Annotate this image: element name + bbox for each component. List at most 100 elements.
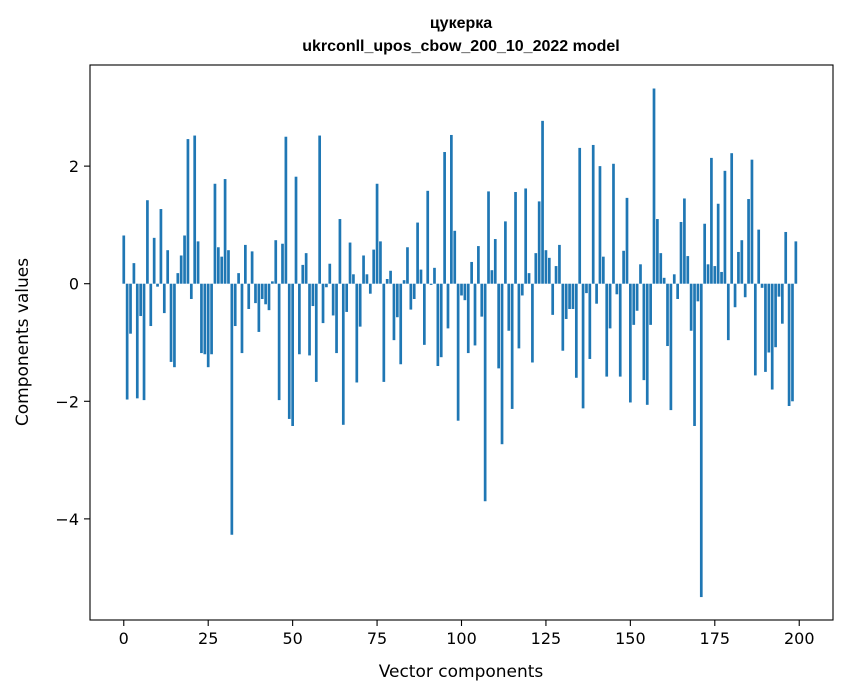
bar-8 xyxy=(149,283,153,327)
bar-165 xyxy=(679,221,683,284)
bar-190 xyxy=(764,283,767,372)
bar-1 xyxy=(125,283,129,400)
x-axis-label: Vector components xyxy=(379,662,544,682)
bar-14 xyxy=(169,283,173,362)
bar-38 xyxy=(250,251,254,284)
bar-195 xyxy=(780,283,784,324)
bar-145 xyxy=(612,163,615,284)
bar-162 xyxy=(669,283,673,411)
bar-31 xyxy=(227,250,230,284)
x-tick-label: 175 xyxy=(700,629,731,648)
bar-127 xyxy=(551,283,555,315)
bar-2 xyxy=(129,283,132,334)
bars-group xyxy=(122,88,798,598)
bar-84 xyxy=(406,247,409,284)
x-tick-label: 75 xyxy=(367,629,387,648)
bar-3 xyxy=(132,263,136,284)
bar-176 xyxy=(716,203,720,284)
bar-9 xyxy=(152,237,156,284)
bar-163 xyxy=(672,274,676,284)
bar-121 xyxy=(531,283,534,363)
bar-76 xyxy=(379,241,382,284)
bar-129 xyxy=(558,244,561,284)
bar-78 xyxy=(385,279,389,284)
bar-161 xyxy=(666,283,669,347)
bar-116 xyxy=(514,191,517,284)
bar-170 xyxy=(696,283,700,302)
bar-19 xyxy=(186,139,190,284)
bar-177 xyxy=(720,271,723,284)
bar-64 xyxy=(338,219,342,284)
bar-56 xyxy=(311,283,315,307)
bar-117 xyxy=(517,283,521,349)
bar-118 xyxy=(520,283,524,296)
bar-52 xyxy=(298,283,301,355)
bar-57 xyxy=(314,283,318,382)
bar-54 xyxy=(304,253,308,284)
x-tick-label: 25 xyxy=(198,629,218,648)
bar-75 xyxy=(375,183,379,284)
bar-20 xyxy=(189,283,193,299)
x-tick-label: 100 xyxy=(446,629,477,648)
bar-102 xyxy=(466,283,470,354)
bar-86 xyxy=(412,283,416,299)
bar-182 xyxy=(737,251,740,284)
bar-100 xyxy=(460,283,463,296)
bar-159 xyxy=(659,253,663,284)
bar-49 xyxy=(287,283,291,419)
bar-109 xyxy=(490,270,494,284)
bar-24 xyxy=(203,283,207,355)
bar-169 xyxy=(693,283,696,426)
chart-title-line1: цукерка xyxy=(430,15,492,32)
bar-65 xyxy=(341,283,345,425)
bar-160 xyxy=(662,277,666,284)
bar-180 xyxy=(730,153,734,284)
bar-32 xyxy=(230,283,234,535)
bar-168 xyxy=(689,283,693,331)
bar-41 xyxy=(260,283,264,299)
bar-171 xyxy=(699,283,703,598)
bar-178 xyxy=(723,170,727,284)
bar-122 xyxy=(534,253,538,284)
bar-173 xyxy=(706,264,710,284)
bar-80 xyxy=(392,283,396,341)
bar-139 xyxy=(591,144,595,284)
bar-149 xyxy=(625,197,629,284)
y-axis-label: Components values xyxy=(13,258,33,426)
bar-62 xyxy=(331,283,335,316)
bar-44 xyxy=(271,281,274,284)
bar-27 xyxy=(213,183,217,284)
bar-23 xyxy=(200,283,203,354)
x-axis-ticks: 0 25 50 75 100 125 150 175 200 xyxy=(119,620,815,648)
bar-107 xyxy=(483,283,487,502)
bar-143 xyxy=(605,283,609,377)
bar-13 xyxy=(166,250,170,284)
bar-50 xyxy=(291,283,294,426)
bar-42 xyxy=(264,283,267,305)
bar-158 xyxy=(656,219,659,284)
bar-73 xyxy=(368,283,372,294)
bar-124 xyxy=(541,120,544,284)
bar-43 xyxy=(267,283,271,311)
bar-187 xyxy=(753,283,757,376)
bar-181 xyxy=(733,283,737,308)
y-tick-label: 0 xyxy=(69,275,79,294)
chart-title-line2: ukrconll_upos_cbow_200_10_2022 model xyxy=(302,38,619,55)
bar-157 xyxy=(652,88,656,284)
bar-46 xyxy=(277,283,281,401)
bar-126 xyxy=(547,257,551,284)
bar-120 xyxy=(527,273,531,284)
bar-79 xyxy=(389,270,392,284)
bar-135 xyxy=(578,147,582,284)
bar-70 xyxy=(358,283,362,327)
bar-87 xyxy=(416,222,419,284)
bar-150 xyxy=(629,283,632,403)
bar-134 xyxy=(574,283,578,378)
bar-196 xyxy=(784,231,788,284)
y-axis-ticks: −4 −2 0 2 xyxy=(55,157,90,529)
bar-140 xyxy=(595,283,598,304)
bar-12 xyxy=(162,283,166,314)
bar-35 xyxy=(240,283,244,354)
bar-85 xyxy=(409,283,413,310)
bar-51 xyxy=(294,176,298,284)
